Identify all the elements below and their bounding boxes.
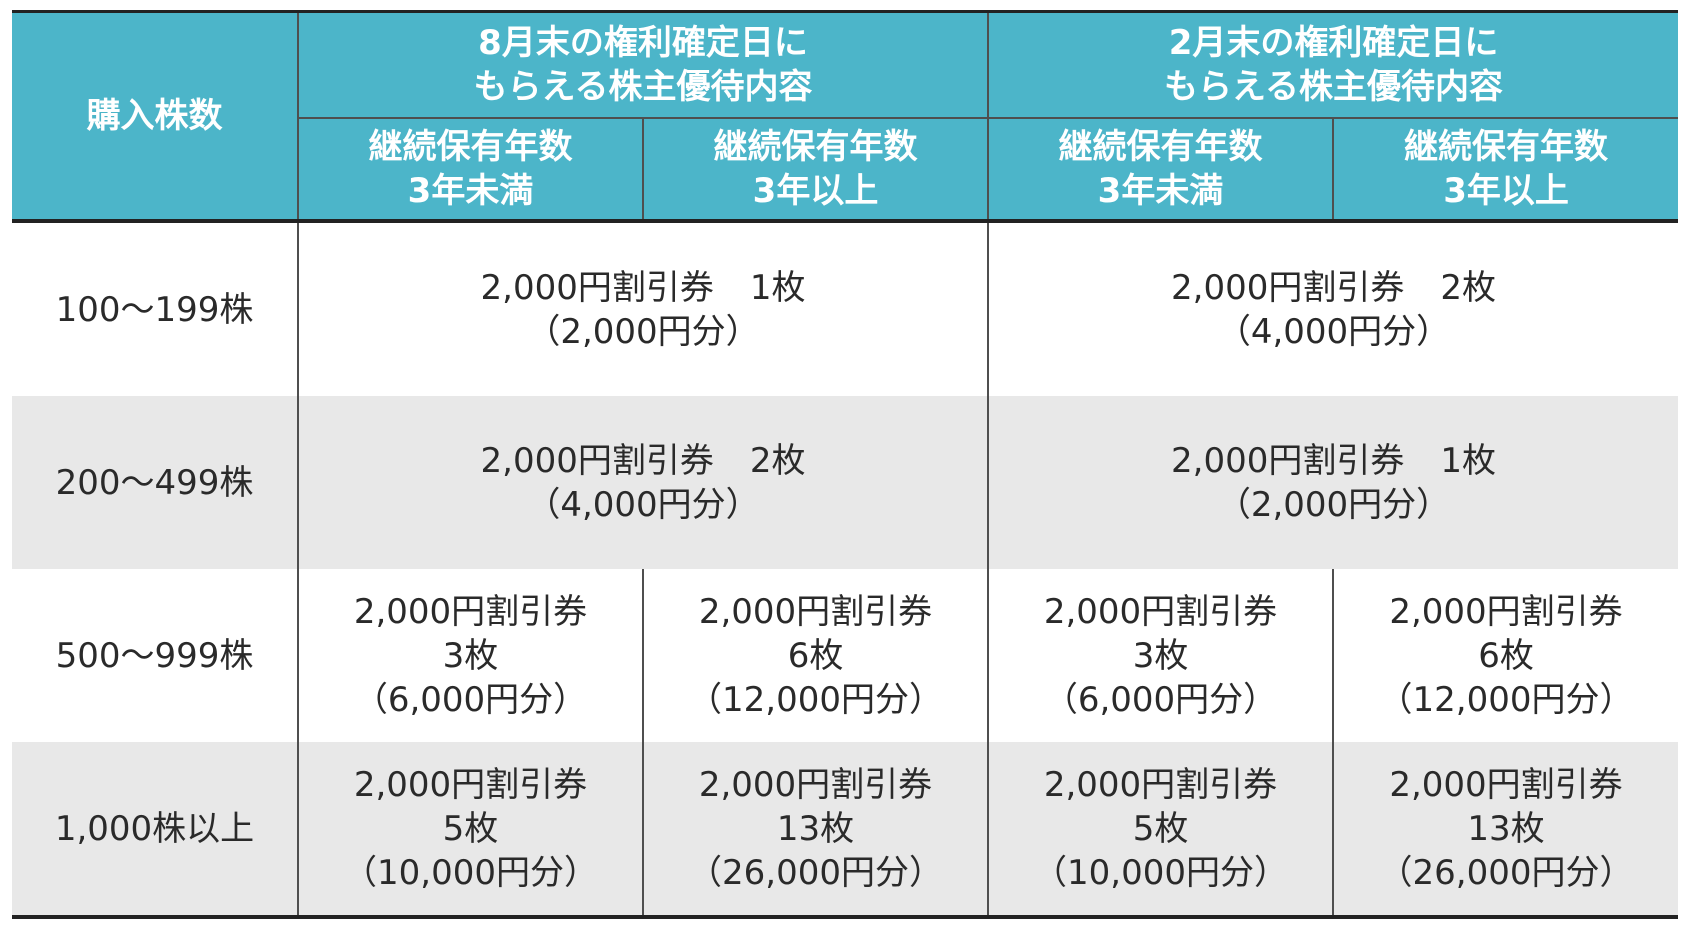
subcol-header-line2: 3年以上 xyxy=(752,171,879,211)
february-group-header: 2月末の権利確定日に もらえる株主優待内容 xyxy=(987,10,1679,119)
benefit-total: （6,000円分） xyxy=(1043,679,1278,720)
coupon-count: 6枚 xyxy=(1478,635,1534,676)
benefit-total: （6,000円分） xyxy=(353,679,588,720)
august-header-line2: もらえる株主優待内容 xyxy=(473,67,813,107)
coupon-count: 5枚 xyxy=(442,808,499,849)
benefit-coupon-line: 2,000円割引券 1枚 xyxy=(989,439,1678,483)
coupon-count: 13枚 xyxy=(776,808,855,849)
shares-cell: 500〜999株 xyxy=(55,635,254,676)
shares-column-header: 購入株数 xyxy=(12,10,299,223)
coupon-label: 2,000円割引券 xyxy=(698,764,933,805)
coupon-label: 2,000円割引券 xyxy=(1389,764,1623,805)
coupon-label: 2,000円割引券 xyxy=(1171,267,1405,308)
benefit-total: （12,000円分） xyxy=(1378,679,1634,720)
subcol-header-feb-over3: 継続保有年数 3年以上 xyxy=(1332,118,1679,223)
subcol-header-line1: 継続保有年数 xyxy=(713,127,918,167)
august-group-header: 8月末の権利確定日に もらえる株主優待内容 xyxy=(296,10,990,119)
coupon-label: 2,000円割引券 xyxy=(480,267,714,308)
coupon-label: 2,000円割引券 xyxy=(698,591,933,632)
august-benefit-cell: 2,000円割引券 2枚 （4,000円分） xyxy=(296,396,989,569)
benefit-total: （4,000円分） xyxy=(526,484,760,525)
benefit-cell-aug-under3: 2,000円割引券 3枚 （6,000円分） xyxy=(297,569,643,742)
benefit-coupon-line: 2,000円割引券 2枚 xyxy=(299,439,987,483)
subcol-header-line1: 継続保有年数 xyxy=(1404,127,1609,167)
benefit-cell-aug-under3: 2,000円割引券 5枚 （10,000円分） xyxy=(297,742,643,919)
coupon-count: 6枚 xyxy=(787,635,844,676)
shares-cell: 1,000株以上 xyxy=(12,742,298,919)
benefit-total: （2,000円分） xyxy=(526,311,760,352)
february-benefit-cell: 2,000円割引券 1枚 （2,000円分） xyxy=(987,396,1679,569)
subcol-header-line2: 3年未満 xyxy=(1097,171,1224,211)
february-header-line1: 2月末の権利確定日に xyxy=(1168,23,1499,63)
coupon-count: 2枚 xyxy=(749,440,806,481)
subcol-header-line2: 3年未満 xyxy=(407,171,534,211)
subcol-header-line1: 継続保有年数 xyxy=(368,127,573,167)
subcol-header-feb-under3: 継続保有年数 3年未満 xyxy=(987,118,1335,223)
shareholder-benefit-table: 購入株数 8月末の権利確定日に もらえる株主優待内容 2月末の権利確定日に もら… xyxy=(12,10,1679,919)
benefit-total: （12,000円分） xyxy=(688,679,943,720)
shares-header-label: 購入株数 xyxy=(86,96,223,136)
subcol-header-aug-under3: 継続保有年数 3年未満 xyxy=(297,118,644,223)
benefit-cell-aug-over3: 2,000円割引券 13枚 （26,000円分） xyxy=(641,742,989,919)
shares-cell: 200〜499株 xyxy=(12,396,298,569)
coupon-label: 2,000円割引券 xyxy=(1043,764,1278,805)
benefit-total: （2,000円分） xyxy=(1216,484,1451,525)
benefit-total: （10,000円分） xyxy=(343,852,598,893)
august-header-line1: 8月末の権利確定日に xyxy=(478,23,808,63)
coupon-count: 2枚 xyxy=(1440,267,1497,308)
coupon-label: 2,000円割引券 xyxy=(1389,591,1623,632)
coupon-count: 5枚 xyxy=(1132,808,1189,849)
subcol-header-line1: 継続保有年数 xyxy=(1058,127,1263,167)
shares-cell: 100〜199株 xyxy=(55,289,254,330)
august-benefit-cell: 2,000円割引券 1枚 （2,000円分） xyxy=(296,221,989,396)
coupon-count: 1枚 xyxy=(1440,440,1497,481)
benefit-coupon-line: 2,000円割引券 2枚 xyxy=(989,266,1678,310)
benefit-cell-aug-over3: 2,000円割引券 6枚 （12,000円分） xyxy=(641,569,989,742)
benefit-cell-feb-over3: 2,000円割引券 13枚 （26,000円分） xyxy=(1332,742,1679,919)
february-benefit-cell: 2,000円割引券 2枚 （4,000円分） xyxy=(987,221,1679,396)
subcol-header-line2: 3年以上 xyxy=(1443,171,1569,211)
table-row: 200〜499株 2,000円割引券 2枚 （4,000円分） 2,000円割引券… xyxy=(12,396,1679,569)
benefit-total: （10,000円分） xyxy=(1033,852,1288,893)
benefit-cell-feb-under3: 2,000円割引券 3枚 （6,000円分） xyxy=(987,569,1334,742)
table-row: 1,000株以上 2,000円割引券 5枚 （10,000円分） 2,000円割… xyxy=(12,742,1679,919)
benefit-total: （4,000円分） xyxy=(1216,311,1451,352)
coupon-count: 13枚 xyxy=(1467,808,1545,849)
header-row-subcols: 継続保有年数 3年未満 継続保有年数 3年以上 継続保有年数 3年未満 継続保有… xyxy=(12,118,1679,223)
benefit-total: （26,000円分） xyxy=(688,852,943,893)
coupon-count: 3枚 xyxy=(442,635,499,676)
february-header-line2: もらえる株主優待内容 xyxy=(1164,67,1504,107)
header-row-groups: 購入株数 8月末の権利確定日に もらえる株主優待内容 2月末の権利確定日に もら… xyxy=(12,10,1679,223)
coupon-label: 2,000円割引券 xyxy=(353,591,588,632)
table-row: 100〜199株 2,000円割引券 1枚 （2,000円分） 2,000円割引券… xyxy=(12,221,1679,396)
coupon-label: 2,000円割引券 xyxy=(353,764,588,805)
table-row: 500〜999株 2,000円割引券 3枚 （6,000円分） 2,000円割引… xyxy=(12,569,1679,742)
coupon-count: 1枚 xyxy=(749,267,806,308)
subcol-header-aug-over3: 継続保有年数 3年以上 xyxy=(641,118,990,223)
coupon-label: 2,000円割引券 xyxy=(480,440,714,481)
coupon-label: 2,000円割引券 xyxy=(1043,591,1278,632)
benefit-cell-feb-over3: 2,000円割引券 6枚 （12,000円分） xyxy=(1332,569,1679,742)
benefit-total: （26,000円分） xyxy=(1378,852,1634,893)
coupon-count: 3枚 xyxy=(1132,635,1189,676)
benefit-coupon-line: 2,000円割引券 1枚 xyxy=(299,266,987,310)
coupon-label: 2,000円割引券 xyxy=(1171,440,1405,481)
benefit-cell-feb-under3: 2,000円割引券 5枚 （10,000円分） xyxy=(987,742,1334,919)
